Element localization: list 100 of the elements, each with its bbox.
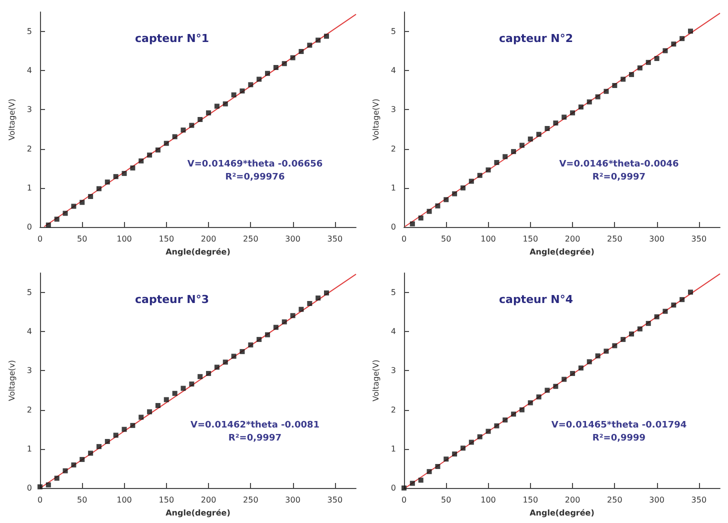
x-axis-title: Angle(degrée) [530, 247, 594, 256]
point [468, 178, 474, 184]
x-axis-title: Angle(degrée) [166, 508, 230, 518]
annotation: R²=0,99976 [225, 172, 285, 182]
point [570, 370, 576, 376]
text: capteur N°1 [135, 32, 209, 45]
x-tick-label: 350 [327, 496, 343, 504]
x-tick-label: 200 [564, 234, 580, 244]
x-tick-label: 0 [401, 234, 407, 244]
y-tick-label: 1 [26, 444, 32, 454]
point [155, 403, 160, 408]
y-tick-label: 2 [26, 405, 32, 414]
point [214, 104, 220, 109]
annotation: V=0.01469*theta -0.06656 [187, 160, 323, 170]
y-axis-title: Voltage(V) [8, 98, 17, 140]
x-tick-label: 350 [327, 234, 343, 244]
text: capteur N°3 [135, 293, 209, 306]
point [460, 446, 466, 451]
point [654, 56, 660, 62]
point [248, 342, 254, 348]
point [38, 484, 42, 490]
y-tick-label: 5 [390, 27, 396, 36]
point [680, 36, 685, 42]
point [71, 204, 76, 209]
point [113, 432, 118, 438]
point [452, 451, 458, 456]
point [172, 134, 178, 140]
point [528, 136, 533, 142]
y-tick-label: 3 [26, 105, 32, 114]
point [646, 320, 651, 326]
point [248, 82, 254, 88]
x-tick-label: 300 [649, 234, 664, 244]
point [122, 170, 127, 176]
x-tick-label: 100 [116, 234, 132, 244]
point [435, 464, 440, 469]
annotation: V=0.0146*theta-0.0046 [559, 160, 679, 170]
point [298, 306, 304, 312]
point [71, 462, 76, 468]
point [172, 390, 178, 396]
point [544, 388, 550, 393]
point [231, 354, 236, 359]
y-tick-label: 4 [26, 327, 32, 336]
x-tick-label: 0 [37, 496, 43, 504]
annotation: V=0.01462*theta -0.0081 [190, 420, 320, 430]
x-tick-label: 250 [243, 234, 258, 244]
y-tick-label: 4 [390, 327, 396, 336]
point [612, 343, 618, 348]
point [198, 374, 203, 380]
x-tick-label: 200 [564, 496, 580, 504]
point [147, 409, 152, 414]
point [240, 349, 245, 354]
x-tick-label: 50 [77, 234, 88, 244]
point [122, 426, 127, 432]
point [578, 104, 584, 110]
point [104, 180, 110, 185]
point [637, 65, 642, 70]
x-tick-label: 250 [607, 496, 622, 504]
x-tick-label: 0 [401, 496, 407, 504]
point [553, 120, 558, 126]
point [316, 296, 321, 301]
point [96, 186, 102, 192]
x-tick-label: 50 [441, 496, 452, 504]
point [444, 456, 449, 462]
point [519, 142, 524, 148]
point [113, 174, 118, 180]
point [629, 331, 634, 336]
point [662, 48, 668, 54]
annotation: R²=0,9997 [228, 434, 282, 444]
y-axis-title: Voltage(V) [372, 98, 381, 140]
point [629, 72, 634, 78]
text: capteur N°4 [499, 293, 574, 306]
x-tick-label: 350 [691, 496, 707, 504]
point [88, 450, 94, 456]
x-axis-title: Angle(degrée) [166, 247, 230, 256]
point [418, 216, 424, 221]
point [164, 397, 169, 402]
x-tick-label: 250 [243, 496, 258, 504]
y-tick-label: 4 [390, 66, 396, 76]
point [502, 154, 508, 160]
point [536, 132, 542, 137]
point [426, 208, 432, 214]
point [426, 469, 432, 474]
y-tick-label: 2 [390, 144, 396, 154]
point [198, 117, 203, 122]
point [316, 38, 321, 43]
point [80, 200, 85, 205]
x-tick-label: 100 [480, 496, 496, 504]
point [138, 158, 144, 164]
point [307, 42, 312, 48]
point [477, 434, 482, 440]
point [273, 65, 278, 70]
point [494, 423, 500, 428]
point [578, 365, 584, 370]
point [46, 222, 51, 228]
point [256, 76, 262, 82]
point [528, 400, 533, 406]
point [468, 440, 474, 445]
point [662, 308, 668, 314]
annotation: R²=0,9999 [592, 434, 646, 444]
point [96, 444, 102, 450]
